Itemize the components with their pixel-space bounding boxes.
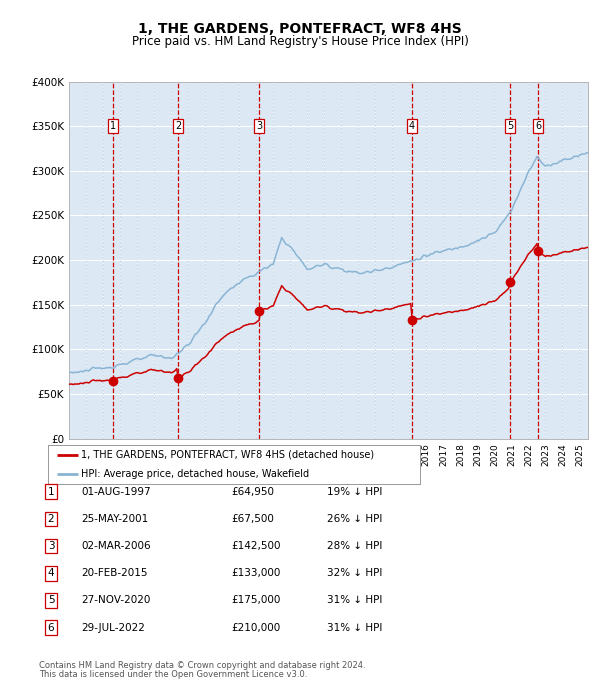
Text: 3: 3: [47, 541, 55, 551]
Text: 6: 6: [535, 121, 541, 131]
Text: 31% ↓ HPI: 31% ↓ HPI: [327, 623, 382, 632]
Text: 6: 6: [47, 623, 55, 632]
Text: 4: 4: [409, 121, 415, 131]
Text: This data is licensed under the Open Government Licence v3.0.: This data is licensed under the Open Gov…: [39, 670, 307, 679]
Text: 2: 2: [47, 514, 55, 524]
Text: £210,000: £210,000: [231, 623, 280, 632]
Text: 5: 5: [507, 121, 513, 131]
Text: 1, THE GARDENS, PONTEFRACT, WF8 4HS: 1, THE GARDENS, PONTEFRACT, WF8 4HS: [138, 22, 462, 35]
Text: 31% ↓ HPI: 31% ↓ HPI: [327, 596, 382, 605]
Text: £67,500: £67,500: [231, 514, 274, 524]
Text: 26% ↓ HPI: 26% ↓ HPI: [327, 514, 382, 524]
Text: 29-JUL-2022: 29-JUL-2022: [81, 623, 145, 632]
Text: 01-AUG-1997: 01-AUG-1997: [81, 487, 151, 496]
Text: 4: 4: [47, 568, 55, 578]
Text: £142,500: £142,500: [231, 541, 281, 551]
Text: 2: 2: [175, 121, 181, 131]
Text: 1: 1: [47, 487, 55, 496]
Text: 20-FEB-2015: 20-FEB-2015: [81, 568, 148, 578]
Text: 28% ↓ HPI: 28% ↓ HPI: [327, 541, 382, 551]
Text: 1, THE GARDENS, PONTEFRACT, WF8 4HS (detached house): 1, THE GARDENS, PONTEFRACT, WF8 4HS (det…: [82, 449, 374, 460]
Text: 5: 5: [47, 596, 55, 605]
Text: 19% ↓ HPI: 19% ↓ HPI: [327, 487, 382, 496]
Text: £64,950: £64,950: [231, 487, 274, 496]
Text: £133,000: £133,000: [231, 568, 280, 578]
Text: 25-MAY-2001: 25-MAY-2001: [81, 514, 148, 524]
Text: 32% ↓ HPI: 32% ↓ HPI: [327, 568, 382, 578]
Text: 3: 3: [256, 121, 262, 131]
Text: HPI: Average price, detached house, Wakefield: HPI: Average price, detached house, Wake…: [82, 469, 310, 479]
Text: 1: 1: [110, 121, 116, 131]
Text: 27-NOV-2020: 27-NOV-2020: [81, 596, 151, 605]
Text: 02-MAR-2006: 02-MAR-2006: [81, 541, 151, 551]
Text: Contains HM Land Registry data © Crown copyright and database right 2024.: Contains HM Land Registry data © Crown c…: [39, 660, 365, 670]
Text: £175,000: £175,000: [231, 596, 280, 605]
Text: Price paid vs. HM Land Registry's House Price Index (HPI): Price paid vs. HM Land Registry's House …: [131, 35, 469, 48]
